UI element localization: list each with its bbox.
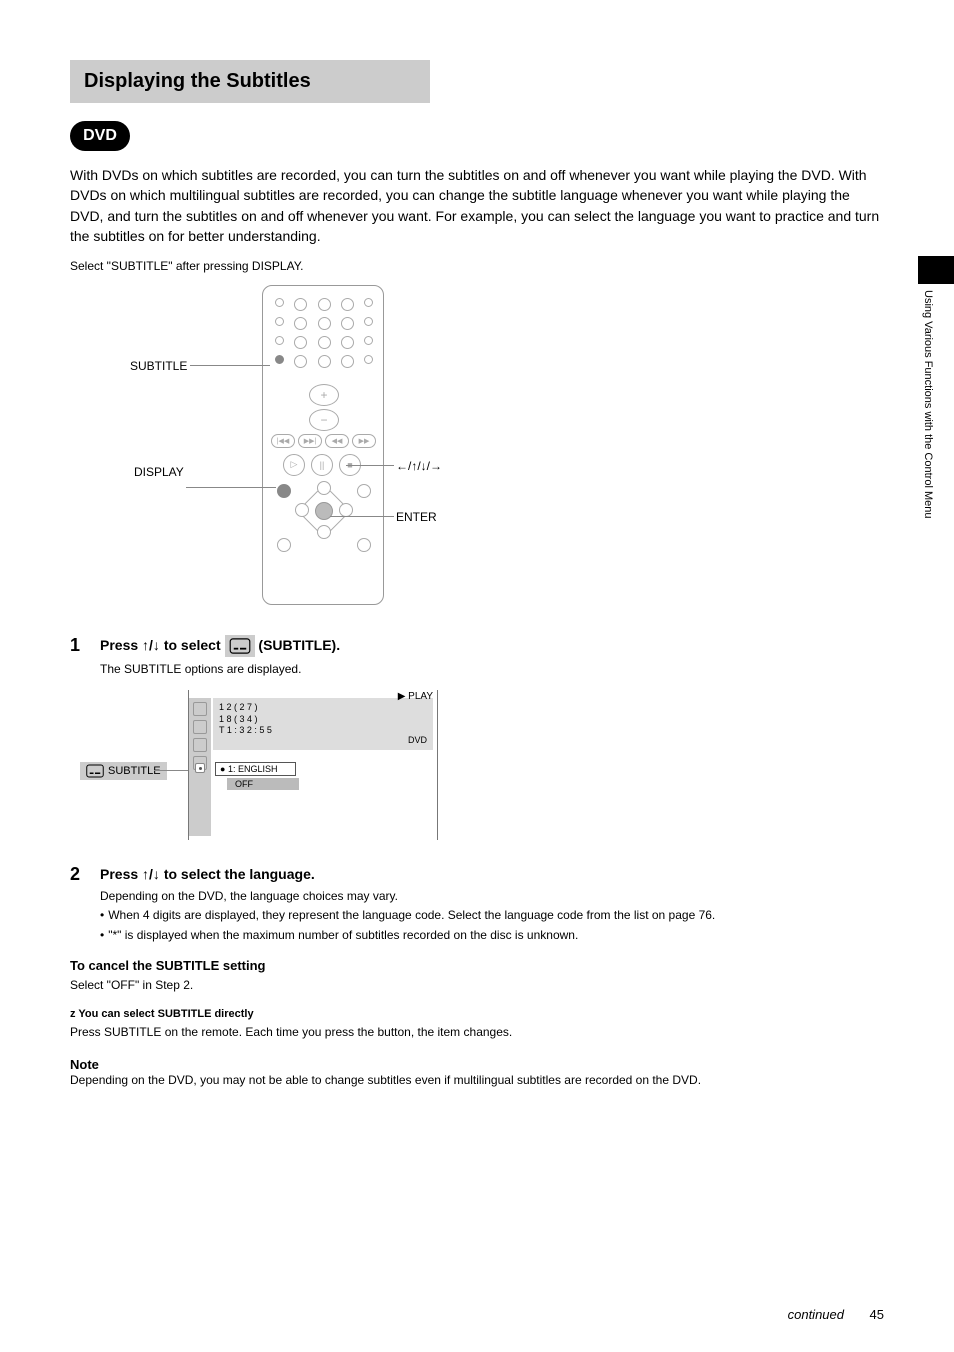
subtitle-icon xyxy=(225,635,255,657)
remote-label-subtitle: SUBTITLE xyxy=(130,359,187,373)
step-number-2: 2 xyxy=(70,864,88,944)
step2-arrows: ↑/↓ xyxy=(142,866,160,882)
osd-subtitle-label: SUBTITLE xyxy=(80,762,167,780)
osd-line2: 1 8 ( 3 4 ) xyxy=(219,714,427,726)
osd-illustration: SUBTITLE 1 2 ( 2 7 ) 1 8 ( 3 4 ) T 1 : 3… xyxy=(80,690,440,850)
osd-label-text: SUBTITLE xyxy=(108,765,161,777)
intro-paragraph: With DVDs on which subtitles are recorde… xyxy=(70,165,884,246)
osd-line1: 1 2 ( 2 7 ) xyxy=(219,702,427,714)
step1-text-c: (SUBTITLE). xyxy=(258,637,340,653)
remote-volume: + − xyxy=(309,384,339,434)
cancel-heading: To cancel the SUBTITLE setting xyxy=(70,958,884,973)
osd-subtitle-row: ● 1: ENGLISH xyxy=(213,762,296,776)
dvd-badge: DVD xyxy=(70,121,130,151)
step2-hint2: •"*" is displayed when the maximum numbe… xyxy=(100,927,715,944)
osd-screen: 1 2 ( 2 7 ) 1 8 ( 3 4 ) T 1 : 3 2 : 5 5 … xyxy=(188,690,438,840)
step2-text-b: to select the language. xyxy=(160,866,315,882)
remote-illustration: + − |◀◀▶▶|◀◀▶▶ ▷||■ xyxy=(170,285,530,615)
remote-label-display: DISPLAY xyxy=(134,465,184,479)
step1-sub: The SUBTITLE options are displayed. xyxy=(100,661,340,678)
select-instruction: Select "SUBTITLE" after pressing DISPLAY… xyxy=(70,258,884,275)
step1-arrows: ↑/↓ xyxy=(142,637,160,653)
osd-off-option: OFF xyxy=(227,778,299,790)
side-section-label: Using Various Functions with the Control… xyxy=(920,290,934,518)
step2-hint1: •When 4 digits are displayed, they repre… xyxy=(100,907,715,924)
remote-top-grid xyxy=(275,298,373,374)
step-2-body: Press ↑/↓ to select the language. Depend… xyxy=(100,864,715,944)
note-body: Depending on the DVD, you may not be abl… xyxy=(70,1072,884,1089)
step1-text-a: Press xyxy=(100,637,142,653)
cancel-body: Select "OFF" in Step 2. xyxy=(70,977,884,994)
continued-label: continued xyxy=(788,1307,844,1322)
section-title-bar: Displaying the Subtitles xyxy=(70,60,430,103)
remote-label-arrows: ←/↑/↓/→ xyxy=(396,459,442,473)
step-1: 1 Press ↑/↓ to select (SUBTITLE). The SU… xyxy=(70,635,884,678)
osd-line3: T 1 : 3 2 : 5 5 xyxy=(219,725,427,737)
step-number: 1 xyxy=(70,635,88,678)
remote-enter-button xyxy=(315,502,333,520)
hint-body: Press SUBTITLE on the remote. Each time … xyxy=(70,1024,884,1041)
hint-heading: z You can select SUBTITLE directly xyxy=(70,1008,884,1020)
step-2: 2 Press ↑/↓ to select the language. Depe… xyxy=(70,864,884,944)
osd-selected-icon xyxy=(195,763,205,773)
remote-transport-row: |◀◀▶▶|◀◀▶▶ xyxy=(271,434,376,448)
note-heading: Note xyxy=(70,1057,884,1072)
step1-text-b: to select xyxy=(160,637,225,653)
remote-body: + − |◀◀▶▶|◀◀▶▶ ▷||■ xyxy=(262,285,384,605)
remote-label-enter: ENTER xyxy=(396,510,437,524)
step2-sub: Depending on the DVD, the language choic… xyxy=(100,888,715,905)
step2-text-a: Press xyxy=(100,866,142,882)
section-title: Displaying the Subtitles xyxy=(84,70,416,93)
page-edge-tab xyxy=(918,256,954,284)
step-1-body: Press ↑/↓ to select (SUBTITLE). The SUBT… xyxy=(100,635,340,678)
osd-top-info: 1 2 ( 2 7 ) 1 8 ( 3 4 ) T 1 : 3 2 : 5 5 … xyxy=(213,698,433,750)
osd-dvd: DVD xyxy=(408,735,427,747)
page-number: 45 xyxy=(870,1307,884,1322)
osd-play-indicator: ▶ PLAY xyxy=(398,691,433,702)
manual-page: Displaying the Subtitles DVD With DVDs o… xyxy=(0,0,954,1352)
remote-dpad xyxy=(277,484,371,554)
